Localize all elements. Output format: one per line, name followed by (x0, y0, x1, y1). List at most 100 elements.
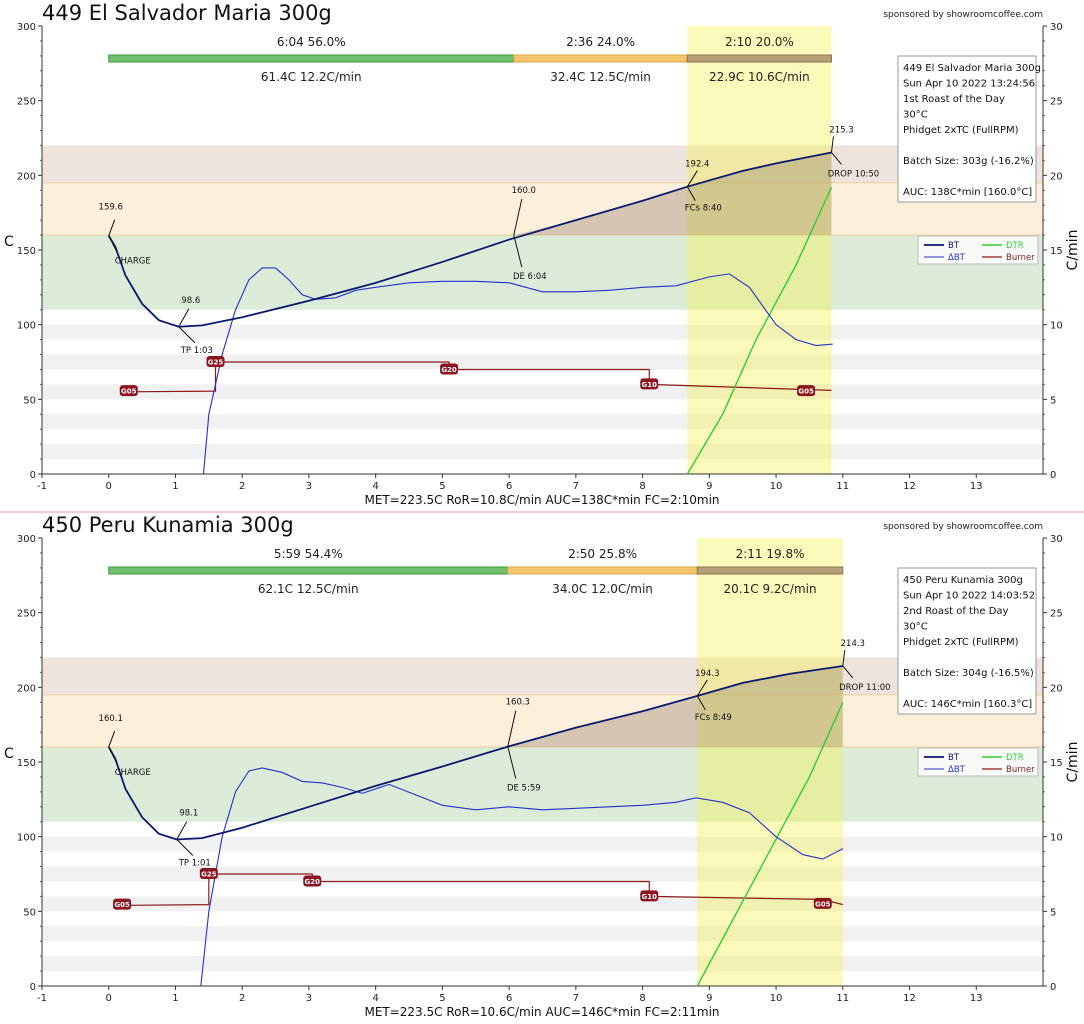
burner-tag (113, 898, 132, 910)
y2-tick-label: 20 (1050, 683, 1063, 694)
development-zone (42, 657, 1043, 695)
x-tick-label: 0 (106, 993, 112, 1004)
phase-time-label: 2:36 24.0% (566, 35, 635, 49)
legend-label-bt: BT (948, 241, 960, 251)
y-tick-label: 200 (17, 683, 36, 694)
grid-band (42, 354, 1043, 370)
event-leader (842, 665, 854, 679)
y2-tick-label: 30 (1050, 22, 1063, 33)
roast-info-line: 30°C (903, 622, 928, 633)
grid-band (42, 414, 1043, 430)
event-label: CHARGE (115, 768, 151, 778)
event-value: 214.3 (841, 639, 865, 649)
event-label: DE 6:04 (513, 272, 547, 282)
x-tick-label: -1 (37, 993, 47, 1004)
roast-info-line: Phidget 2xTC (FullRPM) (903, 125, 1019, 136)
event-value: 159.6 (99, 203, 123, 213)
x-tick-label: 13 (970, 481, 983, 492)
event-value: 160.3 (506, 698, 530, 708)
phase-temp-label: 61.4C 12.2C/min (261, 70, 362, 84)
event-leader (176, 821, 188, 840)
roast-info-line: Sun Apr 10 2022 13:24:56 (903, 79, 1035, 90)
event-label: FCs 8:40 (685, 204, 722, 214)
event-label: FCs 8:49 (695, 713, 732, 723)
roast-info-line: 449 El Salvador Maria 300g (903, 63, 1041, 74)
event-value: 98.1 (179, 809, 198, 819)
event-label: CHARGE (115, 257, 151, 267)
event-leader (842, 649, 846, 667)
grid-band (42, 324, 1043, 340)
burner-tag-label: G10 (642, 893, 658, 901)
event-value: 194.3 (695, 669, 719, 679)
y2-tick-label: 10 (1050, 321, 1063, 332)
phase-temp-label: 32.4C 12.5C/min (550, 70, 651, 84)
y2-tick-label: 0 (1050, 470, 1056, 481)
x-tick-label: 1 (172, 993, 178, 1004)
x-tick-label: 5 (439, 481, 445, 492)
x-tick-label: 7 (573, 993, 579, 1004)
y-tick-label: 300 (17, 22, 36, 33)
event-leader (696, 695, 706, 711)
y2-tick-label: 15 (1050, 246, 1063, 257)
x-tick-label: -1 (37, 481, 47, 492)
burner-tag (640, 378, 659, 390)
event-leader (686, 186, 696, 201)
x-tick-label: 6 (506, 481, 512, 492)
legend-label-bt: BT (948, 753, 960, 763)
delta-bt-line (200, 767, 844, 987)
event-leader (108, 746, 118, 764)
phase-bar-segment (686, 54, 832, 63)
dtr-line (686, 186, 833, 475)
y2-tick-label: 25 (1050, 97, 1063, 108)
phase-bar-segment (507, 566, 698, 575)
legend-box (917, 747, 1039, 777)
burner-tag (640, 890, 659, 902)
y-tick-label: 250 (17, 97, 36, 108)
event-leader (178, 326, 196, 344)
y2-tick-label: 20 (1050, 171, 1063, 182)
grid-band (42, 956, 1043, 972)
event-label: DE 5:59 (507, 784, 541, 794)
y2-tick-label: 0 (1050, 982, 1056, 993)
event-value: 160.1 (99, 714, 123, 724)
legend-label-dtr: DTR (1006, 753, 1024, 763)
phase-temp-label: 34.0C 12.0C/min (552, 582, 653, 596)
event-value: 98.6 (181, 296, 200, 306)
burner-tag-label: G05 (114, 901, 130, 909)
x-tick-label: 5 (439, 993, 445, 1004)
x-tick-label: 6 (506, 993, 512, 1004)
event-leader (108, 219, 116, 236)
y-tick-label: 150 (17, 758, 36, 769)
event-leader (108, 235, 118, 252)
legend-label-dtr: DTR (1006, 241, 1024, 251)
roast-info-line: 30°C (903, 110, 928, 121)
roast-summary-footer: MET=223.5C RoR=10.8C/min AUC=138C*min FC… (364, 493, 719, 507)
phase-temp-label: 22.9C 10.6C/min (709, 70, 810, 84)
auc-area (507, 665, 843, 748)
development-highlight (697, 538, 843, 986)
grid-band (42, 444, 1043, 460)
development-zone (42, 145, 1043, 183)
burner-tag (813, 897, 832, 909)
event-label: DROP 10:50 (828, 169, 879, 179)
bt-line (107, 151, 832, 328)
delta-bt-line (202, 267, 833, 475)
phase-time-label: 2:11 19.8% (736, 547, 805, 561)
maillard-zone (42, 694, 1043, 748)
x-tick-label: 10 (770, 481, 783, 492)
roast-info-line: 2nd Roast of the Day (903, 606, 1009, 617)
roast-info-line: 1st Roast of the Day (903, 94, 1005, 105)
legend-label-dbt: ΔBT (948, 253, 966, 263)
y-tick-label: 0 (30, 470, 36, 481)
event-leader (108, 730, 116, 748)
event-leader (176, 839, 194, 856)
x-tick-label: 11 (836, 481, 849, 492)
grid-band (42, 866, 1043, 882)
event-label: TP 1:01 (178, 859, 211, 869)
burner-tag-label: G25 (208, 359, 224, 367)
y-tick-label: 250 (17, 609, 36, 620)
event-value: 192.4 (685, 160, 709, 170)
x-tick-label: 8 (639, 481, 645, 492)
right-axis-unit: C/min (1065, 742, 1081, 783)
x-tick-label: 4 (372, 481, 378, 492)
